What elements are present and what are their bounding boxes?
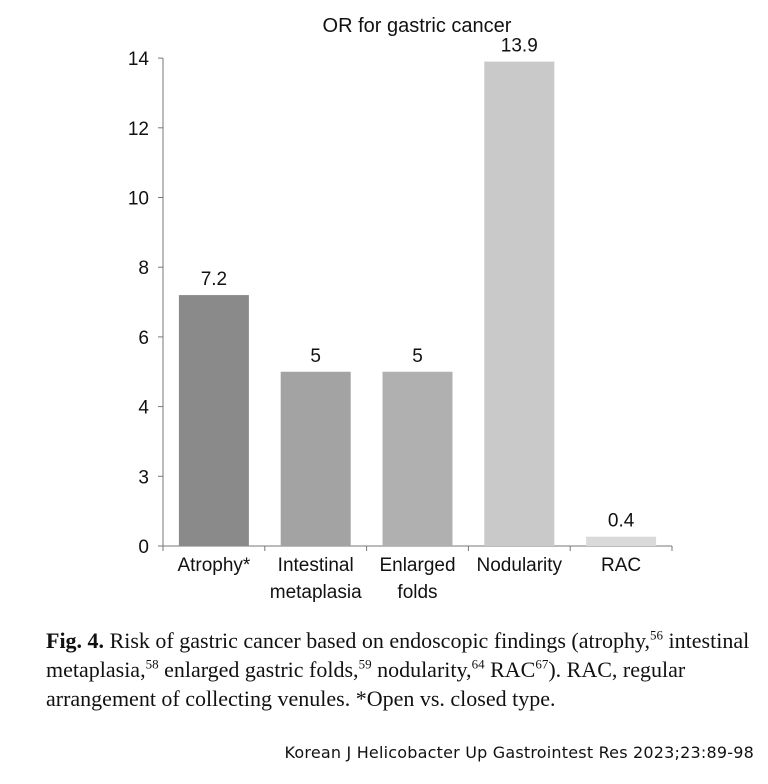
- bar: [586, 536, 657, 546]
- figure-caption: Fig. 4. Risk of gastric cancer based on …: [46, 626, 761, 713]
- data-label: 0.4: [608, 511, 635, 532]
- category-label: metaplasia: [270, 582, 362, 603]
- caption-text: enlarged gastric folds,: [158, 657, 359, 682]
- y-tick-label: 3: [138, 467, 149, 488]
- y-tick-label: 14: [128, 49, 150, 70]
- bar: [280, 371, 351, 546]
- caption-text: intestinal metaplasia,: [46, 628, 750, 682]
- category-label: Nodularity: [477, 555, 563, 576]
- data-label: 5: [412, 346, 423, 367]
- caption-text: ). RAC, regular arrangement of collectin…: [46, 657, 686, 711]
- reference-superscript: 67: [535, 656, 549, 672]
- category-label: Atrophy*: [177, 555, 250, 576]
- y-tick-label: 0: [138, 537, 149, 558]
- caption-text: RAC: [484, 657, 536, 682]
- y-tick-label: 10: [128, 189, 149, 210]
- category-label: Intestinal: [278, 555, 354, 576]
- chart-title: OR for gastric cancer: [323, 15, 512, 37]
- y-tick-label: 4: [138, 398, 149, 419]
- bar: [178, 295, 249, 546]
- bar: [484, 61, 555, 547]
- y-tick-label: 12: [128, 119, 149, 140]
- journal-citation: Korean J Helicobacter Up Gastrointest Re…: [284, 743, 754, 762]
- y-axis: 0 3 4 6 8 10 12 14: [128, 49, 164, 558]
- y-tick-label: 8: [138, 258, 149, 279]
- bar-chart: OR for gastric cancer 0 3 4 6 8 10 12 14 7.2 5 5 1…: [128, 15, 673, 603]
- reference-superscript: 56: [650, 627, 664, 643]
- data-label: 7.2: [201, 269, 227, 290]
- bars: [178, 61, 657, 547]
- figure-number: Fig. 4.: [46, 628, 105, 653]
- data-label: 13.9: [501, 36, 538, 57]
- category-label: folds: [397, 582, 437, 603]
- caption-text: Risk of gastric cancer based on endoscop…: [104, 628, 651, 653]
- data-label: 5: [310, 346, 321, 367]
- category-label: RAC: [601, 555, 641, 576]
- caption-text: nodularity,: [371, 657, 472, 682]
- data-labels: 7.2 5 5 13.9 0.4: [201, 36, 635, 532]
- reference-superscript: 64: [471, 656, 485, 672]
- category-labels: Atrophy* Intestinal metaplasia Enlarged fold…: [177, 555, 641, 603]
- y-tick-label: 6: [138, 328, 149, 349]
- category-label: Enlarged: [379, 555, 455, 576]
- reference-superscript: 59: [358, 656, 372, 672]
- bar: [382, 371, 453, 546]
- x-axis: [162, 545, 673, 551]
- reference-superscript: 58: [145, 656, 159, 672]
